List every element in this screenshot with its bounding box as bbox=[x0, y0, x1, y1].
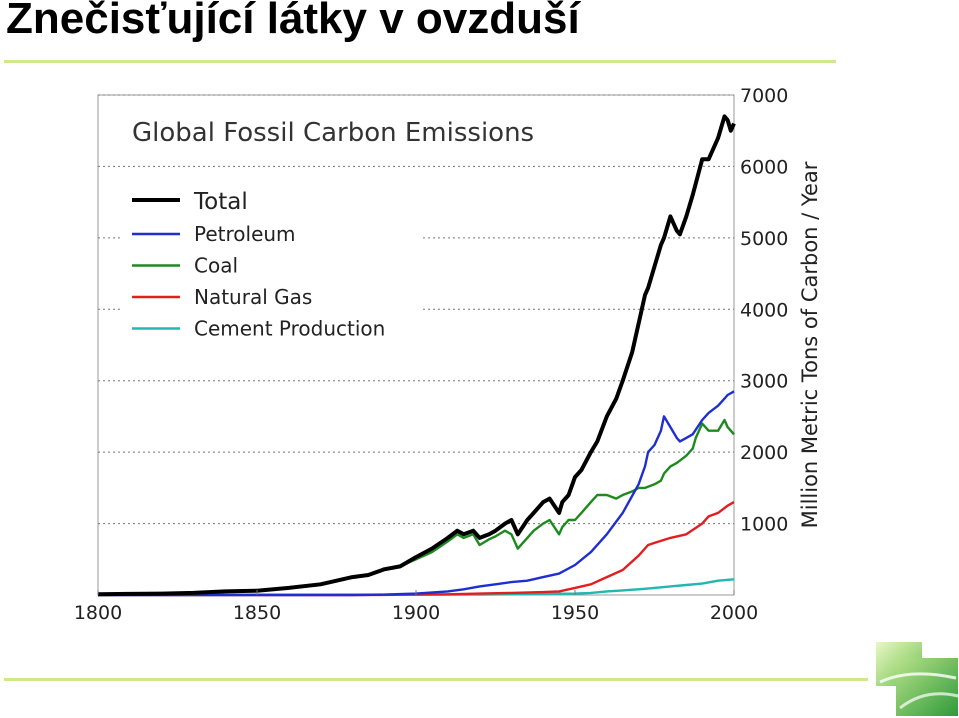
legend-background bbox=[122, 183, 420, 343]
legend-label: Coal bbox=[194, 254, 238, 278]
legend-label: Petroleum bbox=[194, 222, 296, 246]
x-tick-label: 1850 bbox=[233, 602, 281, 624]
y-tick-label: 1000 bbox=[740, 514, 788, 536]
corner-leaf-logo bbox=[876, 642, 959, 716]
series-line-coal bbox=[97, 418, 735, 596]
legend-label: Total bbox=[193, 189, 248, 215]
x-tick-label: 1900 bbox=[392, 602, 440, 624]
chart-title: Global Fossil Carbon Emissions bbox=[132, 118, 534, 148]
x-axis-ticks: 1800 1850 1900 1950 2000 bbox=[74, 590, 758, 624]
y-tick-label: 7000 bbox=[740, 85, 788, 107]
y-tick-label: 5000 bbox=[740, 228, 788, 250]
plot-frame bbox=[97, 94, 735, 596]
series-line-cement-production bbox=[97, 578, 735, 597]
y-tick-label: 3000 bbox=[740, 371, 788, 393]
legend: Total Petroleum Coal Natural Gas Cement Prod… bbox=[132, 189, 385, 341]
slide-title: Znečisťující látky v ovzduší bbox=[6, 0, 580, 43]
legend-label: Cement Production bbox=[194, 317, 385, 341]
y-tick-label: 2000 bbox=[740, 442, 788, 464]
series-lines bbox=[97, 114, 736, 597]
series-line-total bbox=[97, 114, 736, 597]
x-tick-label: 1950 bbox=[551, 602, 599, 624]
legend-label: Natural Gas bbox=[194, 285, 312, 309]
y-tick-label: 6000 bbox=[740, 156, 788, 178]
x-tick-label: 1800 bbox=[74, 602, 122, 624]
top-rule bbox=[4, 60, 836, 63]
title-background bbox=[122, 110, 552, 152]
x-tick-label: 2000 bbox=[710, 602, 758, 624]
y-axis-label: Million Metric Tons of Carbon / Year bbox=[798, 161, 822, 528]
series-line-petroleum bbox=[98, 390, 735, 597]
y-axis-ticks: 1000 2000 3000 4000 5000 6000 7000 bbox=[740, 85, 788, 536]
series-line-natural-gas bbox=[98, 501, 735, 597]
bottom-rule bbox=[4, 678, 868, 681]
y-tick-label: 4000 bbox=[740, 299, 788, 321]
